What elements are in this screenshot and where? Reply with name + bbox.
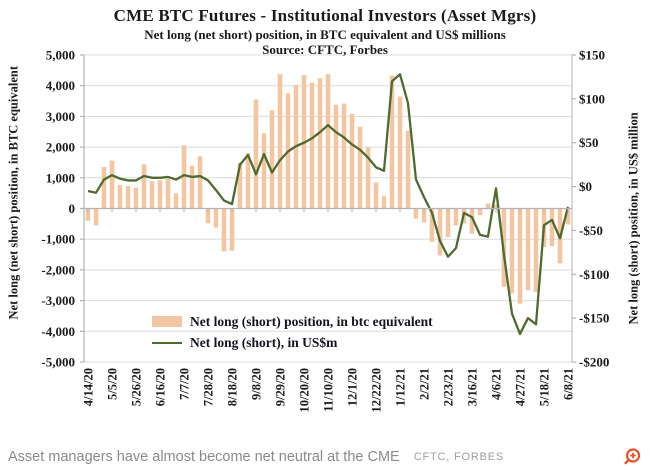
svg-text:-$50: -$50 <box>579 223 603 238</box>
svg-text:6/8/21: 6/8/21 <box>562 368 576 400</box>
left-axis-title: Net long (net short) position, in BTC eq… <box>6 66 21 320</box>
svg-text:10/20/20: 10/20/20 <box>298 368 312 412</box>
axis-labels: 5,000 4,000 3,000 2,000 1,000 0 -1,000 -2,000 -3… <box>41 48 609 413</box>
svg-text:1,000: 1,000 <box>46 170 75 185</box>
svg-text:-2,000: -2,000 <box>41 262 75 277</box>
line-series <box>87 73 570 336</box>
right-axis-title: Net long (short) position, in US$ millio… <box>626 112 641 325</box>
svg-text:2/23/21: 2/23/21 <box>442 368 456 406</box>
legend-row-line: Net long (short), in US$m <box>152 332 433 353</box>
svg-text:-$100: -$100 <box>579 267 609 282</box>
svg-text:6/16/20: 6/16/20 <box>154 368 168 406</box>
axes <box>80 54 576 363</box>
chart-source: Source: CFTC, Forbes <box>262 42 388 57</box>
bar-series <box>85 74 571 304</box>
svg-text:-4,000: -4,000 <box>41 324 75 339</box>
svg-text:1/12/21: 1/12/21 <box>394 368 408 406</box>
svg-text:0: 0 <box>69 201 76 216</box>
svg-text:3,000: 3,000 <box>46 109 75 124</box>
svg-text:2,000: 2,000 <box>46 140 75 155</box>
chart-title: CME BTC Futures - Institutional Investor… <box>113 6 537 25</box>
svg-text:11/10/20: 11/10/20 <box>322 368 336 412</box>
svg-text:-3,000: -3,000 <box>41 293 75 308</box>
svg-text:8/18/20: 8/18/20 <box>226 368 240 406</box>
svg-text:4/6/21: 4/6/21 <box>490 368 504 400</box>
svg-text:2/2/21: 2/2/21 <box>418 368 432 400</box>
zoom-in-icon[interactable] <box>622 447 642 467</box>
svg-text:$150: $150 <box>579 48 605 63</box>
svg-text:-$150: -$150 <box>579 311 609 326</box>
svg-text:12/1/20: 12/1/20 <box>346 368 360 406</box>
line-series-swatch <box>152 341 182 344</box>
svg-text:$100: $100 <box>579 91 605 106</box>
line-series-label: Net long (short), in US$m <box>190 334 338 350</box>
bar-series-swatch <box>152 316 182 327</box>
svg-text:5/18/21: 5/18/21 <box>538 368 552 406</box>
svg-text:5/5/20: 5/5/20 <box>106 368 120 400</box>
svg-text:7/28/20: 7/28/20 <box>202 368 216 406</box>
svg-text:7/7/20: 7/7/20 <box>178 368 192 400</box>
svg-text:4,000: 4,000 <box>46 78 75 93</box>
svg-text:12/22/20: 12/22/20 <box>370 368 384 412</box>
svg-text:9/8/20: 9/8/20 <box>250 368 264 400</box>
legend: Net long (short) position, in btc equiva… <box>152 311 433 353</box>
legend-row-bars: Net long (short) position, in btc equiva… <box>152 311 433 332</box>
svg-text:-$200: -$200 <box>579 355 609 370</box>
credit-text: CFTC, FORBES <box>413 451 504 463</box>
svg-text:5,000: 5,000 <box>46 48 75 63</box>
svg-text:9/29/20: 9/29/20 <box>274 368 288 406</box>
svg-text:4/27/21: 4/27/21 <box>514 368 528 406</box>
svg-text:-5,000: -5,000 <box>41 355 75 370</box>
chart-subtitle: Net long (net short) position, in BTC eq… <box>144 27 506 42</box>
svg-text:-1,000: -1,000 <box>41 232 75 247</box>
svg-text:5/26/20: 5/26/20 <box>130 368 144 406</box>
svg-text:4/14/20: 4/14/20 <box>82 368 96 406</box>
caption-text: Asset managers have almost become net ne… <box>8 449 400 465</box>
svg-text:$0: $0 <box>579 179 592 194</box>
svg-text:3/16/21: 3/16/21 <box>466 368 480 406</box>
bar-series-label: Net long (short) position, in btc equiva… <box>190 313 433 329</box>
caption-bar: Asset managers have almost become net ne… <box>0 441 650 473</box>
svg-text:$50: $50 <box>579 135 599 150</box>
